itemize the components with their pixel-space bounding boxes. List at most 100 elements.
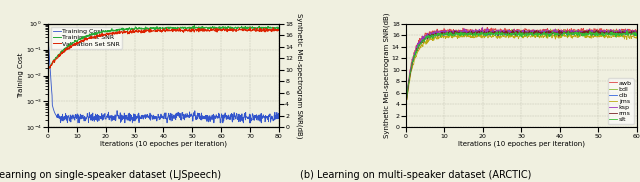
Line: Valication Set SNR: Valication Set SNR: [48, 28, 279, 69]
rms: [506, 33, 514, 35]
Line: ksp: ksp: [406, 28, 637, 103]
bdl: [506, 31, 514, 33]
awb: [461, 28, 469, 30]
slt: [556, 33, 564, 35]
Training Cost: [244, 117, 252, 120]
bdl: [443, 31, 451, 33]
ksp: [478, 27, 486, 29]
rms: [633, 31, 640, 33]
clb: [633, 33, 640, 36]
Valication Set SNR: [59, 52, 67, 55]
awb: [402, 105, 410, 107]
ksp: [402, 102, 410, 104]
jms: [507, 35, 515, 37]
Valication Set SNR: [243, 30, 251, 32]
Training Set SNR: [179, 26, 186, 28]
Training Cost: [275, 112, 283, 115]
X-axis label: Iterations (10 epoches per iteration): Iterations (10 epoches per iteration): [100, 140, 227, 147]
ksp: [461, 31, 469, 33]
Training Set SNR: [58, 49, 66, 51]
jms: [557, 37, 564, 39]
Valication Set SNR: [184, 29, 192, 31]
ksp: [576, 32, 584, 34]
awb: [557, 29, 564, 31]
X-axis label: Iterations (10 epoches per iteration): Iterations (10 epoches per iteration): [458, 140, 585, 147]
Training Set SNR: [184, 27, 192, 29]
bdl: [538, 31, 546, 33]
clb: [506, 33, 514, 35]
jms: [443, 35, 451, 37]
rms: [538, 31, 546, 33]
Valication Set SNR: [44, 67, 52, 69]
ksp: [557, 30, 564, 32]
ksp: [507, 31, 515, 33]
Valication Set SNR: [179, 29, 186, 31]
Training Cost: [59, 113, 67, 115]
jms: [538, 35, 546, 37]
Valication Set SNR: [191, 29, 199, 31]
Line: Training Set SNR: Training Set SNR: [48, 25, 279, 71]
jms: [402, 108, 410, 110]
clb: [402, 105, 410, 107]
Valication Set SNR: [269, 27, 277, 29]
Training Set SNR: [275, 27, 283, 29]
Training Cost: [179, 111, 186, 114]
Training Set SNR: [190, 24, 198, 27]
Training Cost: [74, 122, 82, 124]
ksp: [633, 31, 640, 33]
awb: [483, 26, 491, 29]
bdl: [633, 33, 640, 35]
jms: [503, 32, 511, 34]
Valication Set SNR: [220, 27, 227, 29]
clb: [557, 29, 564, 31]
slt: [461, 32, 469, 34]
awb: [443, 30, 451, 32]
slt: [576, 31, 584, 33]
bdl: [402, 106, 410, 108]
Training Cost: [185, 116, 193, 118]
jms: [576, 35, 584, 37]
Legend: awb, bdl, clb, jms, ksp, rms, slt: awb, bdl, clb, jms, ksp, rms, slt: [607, 78, 634, 124]
slt: [623, 29, 630, 32]
bdl: [576, 31, 584, 34]
awb: [633, 29, 640, 31]
Line: Training Cost: Training Cost: [48, 45, 279, 123]
Line: awb: awb: [406, 27, 637, 106]
Training Set SNR: [191, 27, 199, 29]
Valication Set SNR: [44, 68, 52, 70]
Text: (b) Learning on multi-speaker dataset (ARCTIC): (b) Learning on multi-speaker dataset (A…: [300, 170, 532, 180]
clb: [443, 33, 451, 35]
ksp: [538, 29, 546, 31]
slt: [538, 33, 546, 36]
Training Cost: [192, 117, 200, 119]
Training Cost: [44, 44, 52, 46]
rms: [402, 106, 410, 108]
Line: slt: slt: [406, 31, 637, 106]
bdl: [461, 31, 469, 33]
Line: bdl: bdl: [406, 29, 637, 107]
jms: [633, 37, 640, 39]
Line: rms: rms: [406, 30, 637, 107]
bdl: [557, 33, 564, 35]
slt: [402, 104, 410, 107]
Line: jms: jms: [406, 33, 637, 109]
Y-axis label: Training Cost: Training Cost: [18, 53, 24, 98]
awb: [576, 31, 584, 33]
rms: [576, 31, 584, 33]
Training Set SNR: [243, 26, 251, 28]
rms: [585, 29, 593, 31]
awb: [507, 30, 515, 32]
ksp: [443, 30, 451, 32]
clb: [461, 32, 469, 34]
rms: [556, 34, 564, 36]
Training Set SNR: [44, 70, 52, 72]
bdl: [547, 28, 554, 30]
slt: [443, 33, 451, 35]
slt: [633, 33, 640, 35]
Y-axis label: Synthetic Mel-spectrogram SNR(dB): Synthetic Mel-spectrogram SNR(dB): [384, 13, 390, 138]
Training Set SNR: [220, 27, 227, 29]
Line: clb: clb: [406, 30, 637, 106]
Text: (a) Learning on single-speaker dataset (LJSpeech): (a) Learning on single-speaker dataset (…: [0, 170, 221, 180]
Training Cost: [220, 120, 228, 122]
Legend: Training Cost, Training Set SNR, Valication Set SNR: Training Cost, Training Set SNR, Valicat…: [51, 27, 122, 49]
